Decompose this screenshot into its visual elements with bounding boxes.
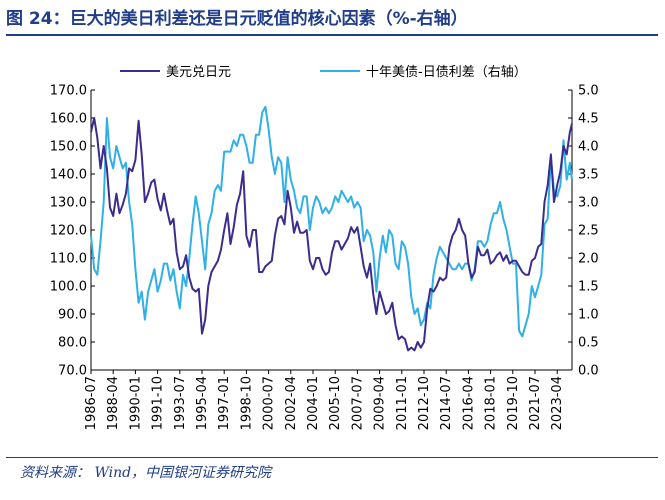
right-tick-label: 4.5 (578, 112, 599, 127)
x-tick-label: 2004-01 (306, 376, 321, 430)
x-tick-label: 2007-07 (350, 376, 365, 430)
plot-area: 70.0 80.0 90.0 100.0 110.0 120.0 130.0 140.0 150… (50, 84, 599, 431)
left-tick-label: 140.0 (50, 168, 87, 183)
left-tick-label: 100.0 (50, 280, 87, 295)
right-tick-label: 1.0 (578, 308, 599, 323)
x-tick-label: 2018-01 (484, 376, 499, 430)
x-tick-label: 1993-07 (173, 376, 188, 430)
figure-title: 图 24：巨大的美日利差还是日元贬值的核心因素（%-右轴） (6, 9, 468, 29)
x-tick-label: 2021-07 (528, 376, 543, 430)
right-tick-label: 3.0 (578, 196, 599, 211)
left-tick-label: 80.0 (58, 336, 87, 351)
left-tick-label: 70.0 (58, 364, 87, 379)
left-tick-label: 110.0 (50, 252, 87, 267)
x-tick-label: 1997-01 (217, 376, 232, 430)
x-tick-label: 2016-04 (461, 376, 476, 430)
right-tick-label: 3.5 (578, 168, 599, 183)
x-tick-label: 1990-01 (128, 376, 143, 430)
series-line-spread (90, 105, 573, 338)
legend-label: 十年美债-日债利差（右轴） (366, 65, 527, 80)
title-rule (6, 34, 658, 36)
legend-label: 美元兑日元 (166, 65, 231, 80)
x-tick-label: 2002-04 (284, 376, 299, 430)
x-tick-label: 2012-10 (417, 376, 432, 430)
x-tick-label: 1995-04 (195, 376, 210, 430)
x-tick-label: 2009-04 (373, 376, 388, 430)
x-tick-label: 1988-04 (106, 376, 121, 430)
source-rule (6, 457, 658, 458)
right-tick-label: 4.0 (578, 140, 599, 155)
x-tick-label: 1998-10 (239, 376, 254, 430)
x-tick-label: 2000-07 (262, 376, 277, 430)
series-line-usdjpy (90, 117, 573, 352)
right-tick-label: 2.0 (578, 252, 599, 267)
left-tick-label: 90.0 (58, 308, 87, 323)
right-tick-label: 5.0 (578, 84, 599, 99)
left-tick-label: 130.0 (50, 196, 87, 211)
x-tick-label: 1991-10 (151, 376, 166, 430)
right-tick-label: 0.5 (578, 336, 599, 351)
left-tick-label: 170.0 (50, 84, 87, 99)
x-tick-label: 2019-10 (506, 376, 521, 430)
right-tick-label: 2.5 (578, 224, 599, 239)
x-tick-label: 2011-01 (395, 376, 410, 430)
legend: 美元兑日元 十年美债-日债利差（右轴） (120, 65, 527, 80)
left-tick-label: 160.0 (50, 112, 87, 127)
left-tick-label: 150.0 (50, 140, 87, 155)
chart: 美元兑日元 十年美债-日债利差（右轴） 70.0 80.0 90.0 100.0 110.… (50, 65, 599, 431)
x-tick-label: 1986-07 (84, 376, 99, 430)
right-tick-label: 1.5 (578, 280, 599, 295)
left-tick-label: 120.0 (50, 224, 87, 239)
right-tick-label: 0.0 (578, 364, 599, 379)
source-note: 资料来源： Wind，中国银河证券研究院 (20, 465, 272, 481)
x-tick-label: 2023-04 (550, 376, 565, 430)
x-tick-label: 2014-07 (439, 376, 454, 430)
x-tick-label: 2005-10 (328, 376, 343, 430)
